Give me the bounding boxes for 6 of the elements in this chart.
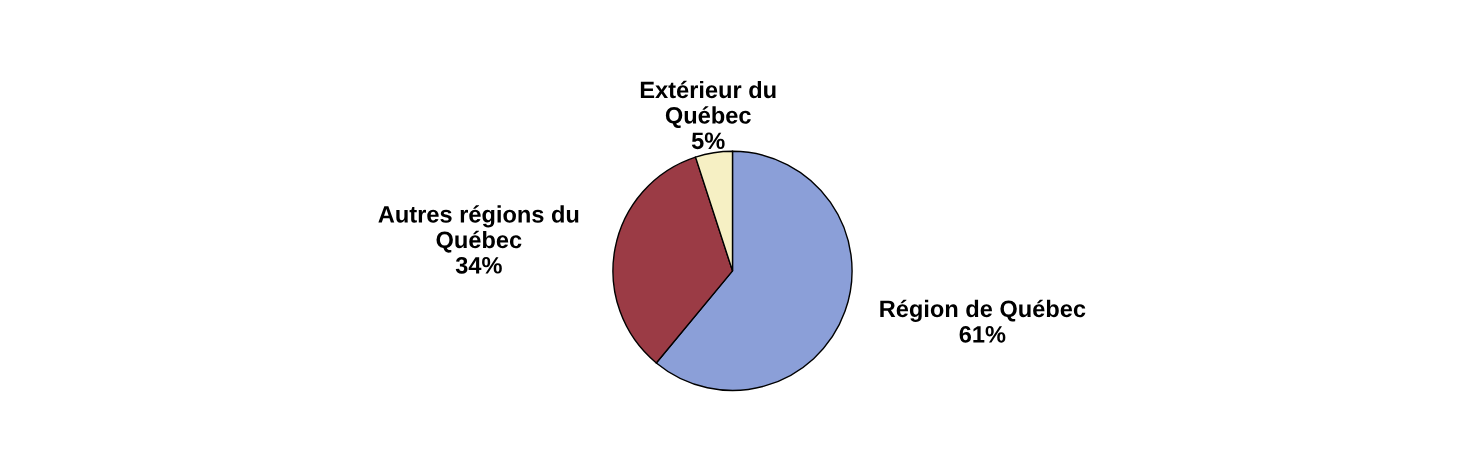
data-label: 61% [959, 326, 1006, 343]
slice-label: Extérieur du Québec [640, 80, 776, 129]
data-label: 5% [691, 132, 725, 150]
data-label: 34% [455, 256, 502, 274]
slice-label: Région de Québec [880, 299, 1086, 322]
slice-label: Autres régions du Québec [378, 205, 579, 253]
